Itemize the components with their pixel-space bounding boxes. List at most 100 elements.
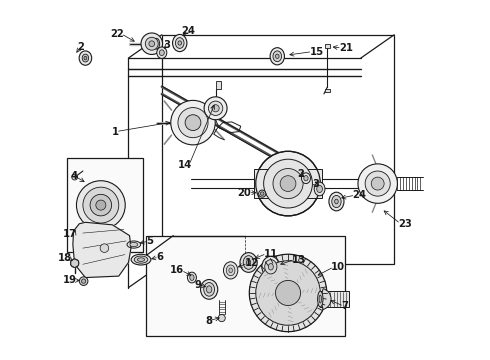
Circle shape bbox=[81, 279, 86, 283]
Text: 3: 3 bbox=[313, 179, 319, 189]
Ellipse shape bbox=[84, 56, 87, 60]
Ellipse shape bbox=[314, 182, 325, 196]
Ellipse shape bbox=[175, 38, 184, 48]
Circle shape bbox=[208, 101, 223, 116]
Ellipse shape bbox=[335, 199, 338, 204]
Ellipse shape bbox=[79, 51, 92, 65]
Ellipse shape bbox=[301, 173, 311, 184]
Ellipse shape bbox=[269, 264, 273, 270]
Bar bbox=[320, 291, 349, 307]
Ellipse shape bbox=[188, 272, 196, 283]
Circle shape bbox=[171, 100, 215, 145]
Text: 14: 14 bbox=[178, 160, 192, 170]
Ellipse shape bbox=[82, 54, 89, 62]
Ellipse shape bbox=[273, 51, 282, 62]
Ellipse shape bbox=[265, 260, 277, 274]
Bar bbox=[324, 89, 330, 92]
Circle shape bbox=[90, 194, 112, 216]
Ellipse shape bbox=[319, 295, 321, 303]
Circle shape bbox=[72, 174, 77, 180]
Ellipse shape bbox=[134, 256, 148, 263]
Bar bbox=[254, 169, 322, 198]
Text: 19: 19 bbox=[63, 275, 77, 285]
Ellipse shape bbox=[206, 286, 212, 293]
Text: 7: 7 bbox=[341, 301, 348, 311]
Wedge shape bbox=[320, 289, 331, 310]
Text: 5: 5 bbox=[147, 236, 153, 246]
Text: 24: 24 bbox=[353, 190, 367, 200]
Ellipse shape bbox=[270, 48, 285, 65]
Bar bbox=[216, 81, 221, 89]
Ellipse shape bbox=[262, 256, 280, 277]
Circle shape bbox=[256, 151, 320, 216]
Bar bbox=[147, 235, 345, 336]
Text: 24: 24 bbox=[181, 26, 196, 36]
Circle shape bbox=[146, 37, 158, 50]
Text: 2: 2 bbox=[297, 168, 304, 179]
Ellipse shape bbox=[204, 283, 215, 296]
Ellipse shape bbox=[178, 41, 181, 45]
Circle shape bbox=[83, 187, 119, 223]
Circle shape bbox=[212, 105, 219, 112]
Circle shape bbox=[371, 177, 384, 190]
Ellipse shape bbox=[329, 192, 344, 211]
Text: 18: 18 bbox=[58, 253, 72, 263]
Circle shape bbox=[259, 190, 266, 197]
Ellipse shape bbox=[157, 47, 167, 58]
Bar bbox=[162, 35, 394, 264]
Text: 4: 4 bbox=[70, 171, 77, 181]
Ellipse shape bbox=[304, 176, 308, 181]
Ellipse shape bbox=[200, 279, 218, 299]
Circle shape bbox=[218, 315, 225, 321]
Text: 22: 22 bbox=[110, 29, 124, 39]
Ellipse shape bbox=[159, 50, 164, 55]
Circle shape bbox=[79, 277, 88, 285]
Text: 6: 6 bbox=[156, 252, 163, 262]
Text: 12: 12 bbox=[245, 258, 259, 268]
Ellipse shape bbox=[127, 241, 141, 248]
Circle shape bbox=[249, 254, 327, 332]
Text: 23: 23 bbox=[398, 219, 412, 229]
Circle shape bbox=[96, 200, 106, 210]
Text: 17: 17 bbox=[63, 229, 77, 239]
Circle shape bbox=[256, 261, 320, 325]
Circle shape bbox=[273, 168, 303, 199]
Circle shape bbox=[260, 192, 264, 195]
Bar bbox=[68, 158, 143, 252]
Text: 2: 2 bbox=[77, 42, 84, 51]
Text: 11: 11 bbox=[264, 248, 278, 258]
Ellipse shape bbox=[243, 256, 254, 269]
Text: 8: 8 bbox=[205, 316, 212, 325]
Text: 1: 1 bbox=[112, 127, 119, 136]
Circle shape bbox=[264, 159, 313, 208]
Text: 13: 13 bbox=[292, 255, 306, 265]
Text: 9: 9 bbox=[195, 280, 201, 290]
Ellipse shape bbox=[246, 260, 251, 265]
Ellipse shape bbox=[332, 195, 341, 208]
Ellipse shape bbox=[172, 35, 187, 51]
Circle shape bbox=[185, 115, 201, 131]
Text: 20: 20 bbox=[238, 188, 251, 198]
Circle shape bbox=[280, 176, 296, 192]
Ellipse shape bbox=[190, 275, 194, 280]
Ellipse shape bbox=[137, 258, 145, 261]
Bar bbox=[325, 44, 330, 48]
Circle shape bbox=[149, 41, 155, 46]
Ellipse shape bbox=[275, 54, 279, 58]
Circle shape bbox=[71, 259, 79, 267]
Ellipse shape bbox=[153, 39, 160, 49]
Circle shape bbox=[358, 164, 397, 203]
Ellipse shape bbox=[130, 242, 138, 247]
Text: 21: 21 bbox=[339, 43, 353, 53]
Circle shape bbox=[365, 171, 390, 196]
Circle shape bbox=[204, 97, 227, 120]
Ellipse shape bbox=[317, 185, 322, 193]
Circle shape bbox=[141, 33, 163, 54]
Ellipse shape bbox=[229, 268, 232, 273]
Ellipse shape bbox=[223, 262, 238, 279]
Circle shape bbox=[275, 280, 300, 306]
Circle shape bbox=[76, 181, 125, 229]
Text: 3: 3 bbox=[164, 40, 171, 50]
Text: 10: 10 bbox=[331, 262, 345, 272]
Ellipse shape bbox=[226, 265, 235, 276]
